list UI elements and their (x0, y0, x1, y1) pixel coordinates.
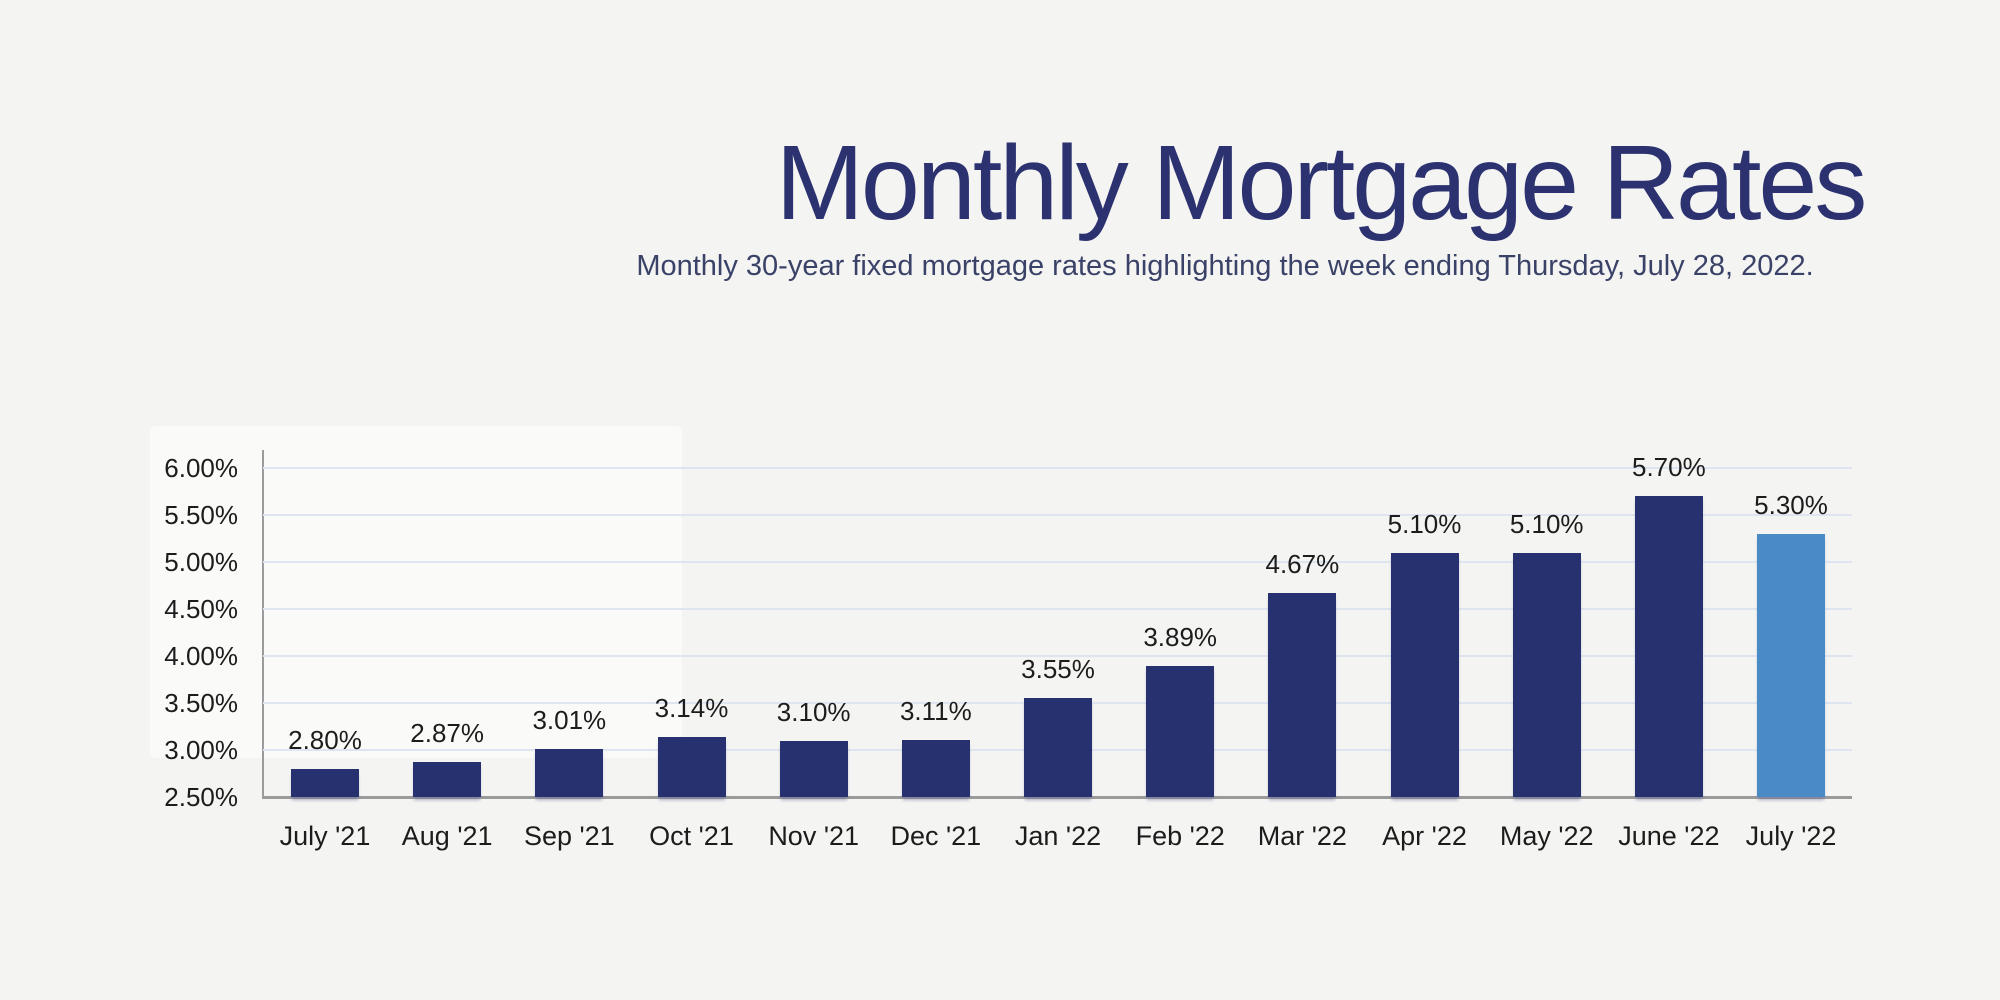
x-axis-label-may-22: May '22 (1499, 821, 1594, 851)
bar-value-label-july-21: 2.80% (288, 724, 362, 755)
bar-value-label-may-22: 5.10% (1509, 508, 1584, 539)
bar-mar-22 (1268, 593, 1337, 797)
y-tick-label: 4.00% (164, 641, 238, 671)
x-axis-label-july-21: July '21 (279, 821, 371, 851)
bar-may-22 (1512, 552, 1581, 797)
x-axis-label-nov-21: Nov '21 (768, 821, 860, 851)
y-tick-label: 4.50% (164, 594, 238, 624)
gridline-6.00 (263, 467, 1852, 469)
bar-value-label-june-22: 5.70% (1631, 452, 1706, 483)
gridline-5.50 (263, 514, 1852, 516)
page-subtitle: Monthly 30-year fixed mortgage rates hig… (636, 250, 1814, 282)
x-axis-label-july-22: July '22 (1745, 821, 1837, 851)
x-axis-label-feb-22: Feb '22 (1135, 821, 1225, 851)
y-axis-line (262, 450, 264, 799)
bar-apr-22 (1390, 552, 1459, 797)
bar-value-label-feb-22: 3.89% (1143, 622, 1218, 653)
bar-oct-21 (657, 736, 726, 797)
x-axis-label-dec-21: Dec '21 (890, 821, 982, 851)
gridline-4.00 (263, 655, 1852, 657)
bar-dec-21 (901, 739, 970, 797)
bar-value-label-jan-22: 3.55% (1021, 654, 1095, 685)
bar-aug-21 (413, 762, 482, 797)
bar-sep-21 (535, 749, 604, 797)
y-tick-label: 5.00% (164, 547, 238, 577)
gridline-5.00 (263, 561, 1852, 563)
y-tick-label: 3.50% (164, 688, 238, 718)
y-tick-label: 3.00% (164, 735, 238, 765)
bar-value-label-dec-21: 3.11% (899, 695, 972, 726)
bar-july-21 (291, 768, 359, 797)
x-axis-label-jan-22: Jan '22 (1014, 821, 1102, 851)
y-tick-label: 6.00% (164, 453, 238, 483)
bar-value-label-apr-22: 5.10% (1387, 508, 1462, 539)
x-axis-label-aug-21: Aug '21 (401, 821, 493, 851)
bar-value-label-mar-22: 4.67% (1265, 549, 1340, 580)
y-tick-label: 2.50% (164, 782, 238, 812)
x-axis-label-june-22: June '22 (1618, 821, 1720, 851)
x-axis-label-apr-22: Apr '22 (1382, 821, 1467, 851)
bar-value-label-nov-21: 3.10% (776, 696, 851, 727)
x-axis-label-sep-21: Sep '21 (523, 821, 615, 851)
x-axis-line (262, 796, 1852, 799)
x-axis-label-mar-22: Mar '22 (1257, 821, 1347, 851)
bar-july-22 (1757, 533, 1826, 797)
bar-jan-22 (1024, 698, 1093, 797)
bar-feb-22 (1146, 666, 1215, 797)
gridline-4.50 (263, 608, 1852, 610)
x-axis-label-oct-21: Oct '21 (649, 821, 734, 851)
y-tick-label: 5.50% (164, 500, 238, 530)
bar-nov-21 (779, 740, 848, 797)
bar-value-label-aug-21: 2.87% (410, 718, 485, 749)
page-title: Monthly Mortgage Rates (775, 124, 1868, 242)
bar-value-label-oct-21: 3.14% (654, 692, 729, 723)
bar-june-22 (1634, 496, 1703, 797)
bar-value-label-sep-21: 3.01% (532, 705, 607, 736)
bar-value-label-july-22: 5.30% (1754, 489, 1828, 520)
